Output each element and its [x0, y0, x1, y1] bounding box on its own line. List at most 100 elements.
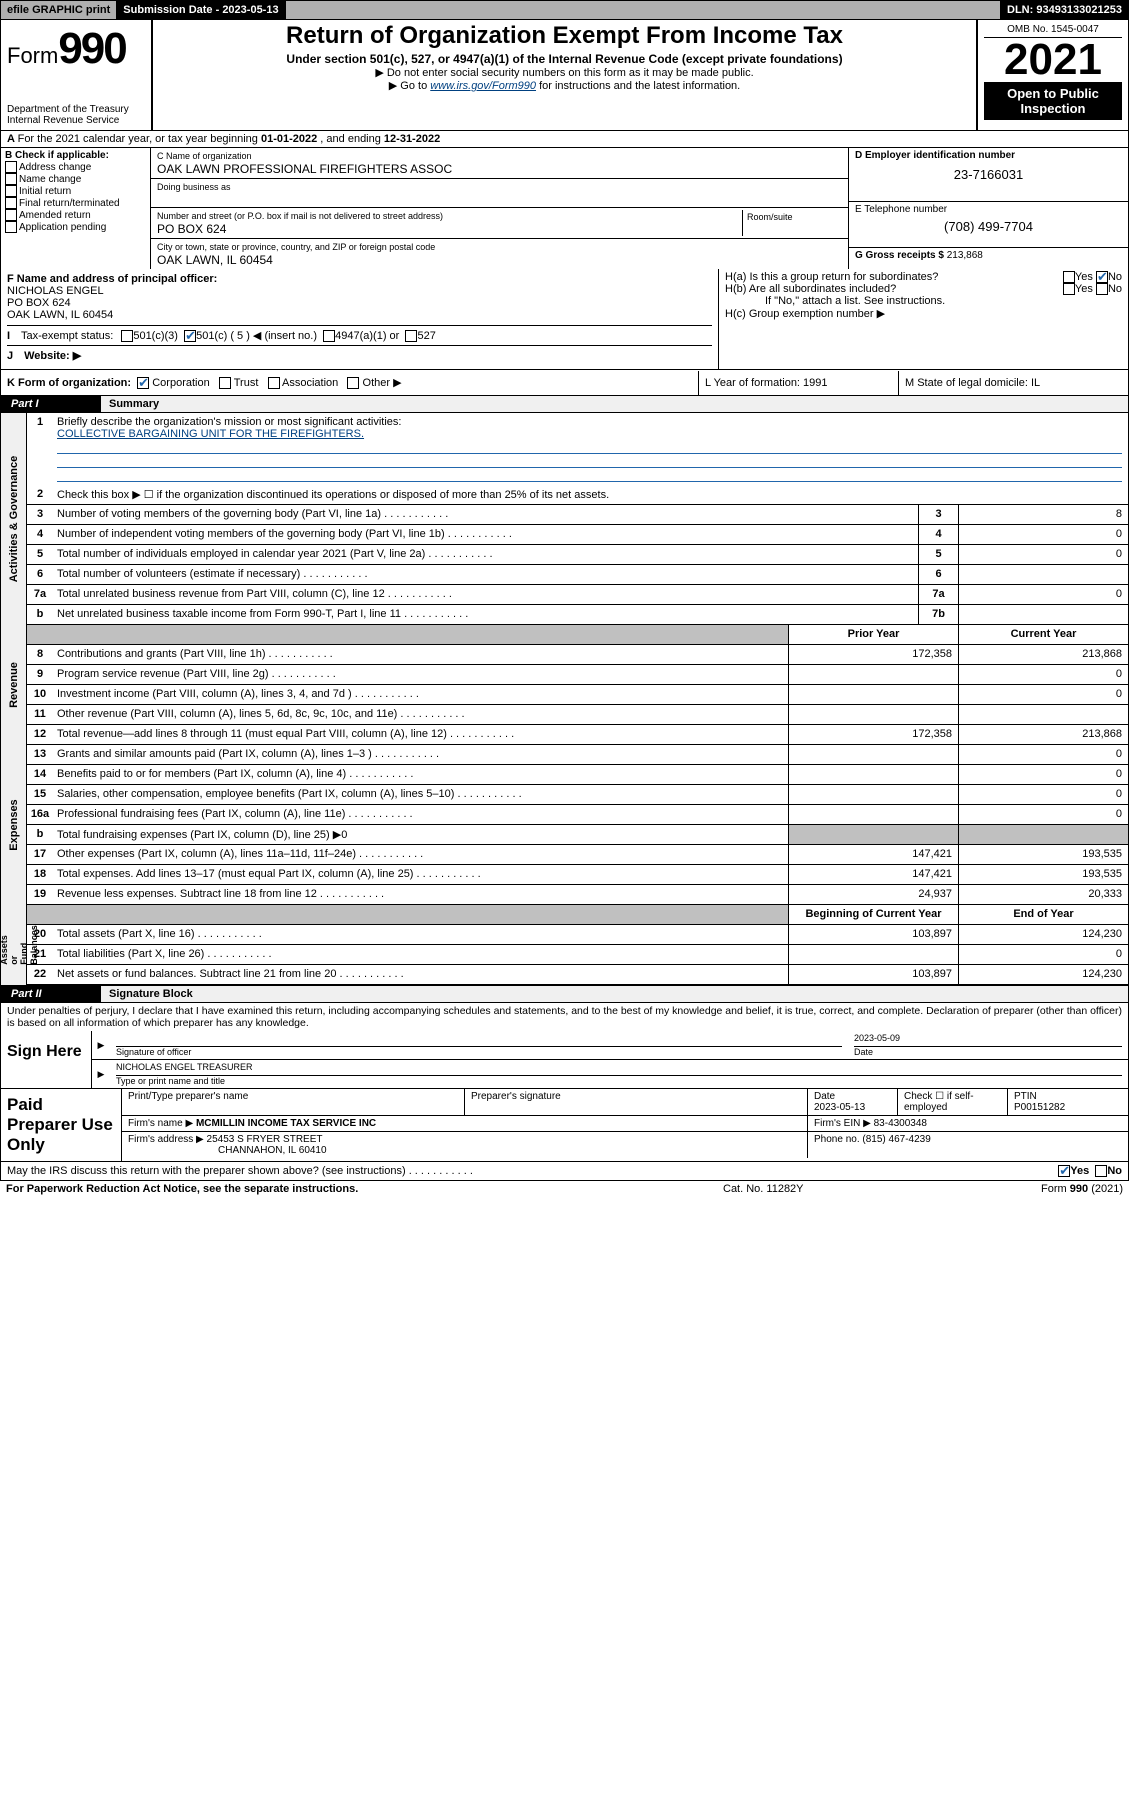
form-subtitle: Under section 501(c), 527, or 4947(a)(1)…: [159, 52, 970, 66]
mission-text: COLLECTIVE BARGAINING UNIT FOR THE FIREF…: [57, 428, 364, 440]
summary-expenses: Expenses 13Grants and similar amounts pa…: [0, 745, 1129, 905]
firm-ein: 83-4300348: [874, 1118, 927, 1129]
part-ii-header: Part II Signature Block: [0, 986, 1129, 1003]
check-4947[interactable]: [323, 330, 335, 342]
form-header: Form990 Department of the Treasury Inter…: [0, 20, 1129, 131]
table-row: 14Benefits paid to or for members (Part …: [27, 765, 1128, 785]
phone: (708) 499-7704: [855, 215, 1122, 234]
firm-addr2: CHANNAHON, IL 60410: [128, 1145, 327, 1156]
check-other[interactable]: [347, 377, 359, 389]
summary-netassets: Net Assets or Fund Balances Beginning of…: [0, 905, 1129, 986]
check-hb-yes[interactable]: [1063, 283, 1075, 295]
check-address-change[interactable]: [5, 161, 17, 173]
firm-phone: (815) 467-4239: [862, 1134, 930, 1145]
paid-preparer-label: Paid Preparer Use Only: [1, 1089, 121, 1161]
check-assoc[interactable]: [268, 377, 280, 389]
firm-addr1: 25453 S FRYER STREET: [207, 1134, 323, 1145]
prep-date: 2023-05-13: [814, 1102, 865, 1113]
dba-label: Doing business as: [157, 182, 231, 192]
irs-link[interactable]: www.irs.gov/Form990: [430, 80, 536, 92]
dln: DLN: 93493133021253: [1001, 1, 1128, 19]
sig-officer-label: Signature of officer: [116, 1047, 191, 1057]
paid-preparer-block: Paid Preparer Use Only Print/Type prepar…: [0, 1089, 1129, 1162]
table-row: 18Total expenses. Add lines 13–17 (must …: [27, 865, 1128, 885]
gross-receipts-label: G Gross receipts $: [855, 250, 944, 261]
firm-name: MCMILLIN INCOME TAX SERVICE INC: [196, 1118, 376, 1129]
check-amended-return[interactable]: [5, 209, 17, 221]
sig-arrow-icon: ▶: [92, 1031, 110, 1059]
ptin: P00151282: [1014, 1102, 1065, 1113]
gov-row: 4Number of independent voting members of…: [27, 525, 1128, 545]
gov-row: 5Total number of individuals employed in…: [27, 545, 1128, 565]
check-501c3[interactable]: [121, 330, 133, 342]
signature-declaration: Under penalties of perjury, I declare th…: [0, 1003, 1129, 1031]
table-row: 11Other revenue (Part VIII, column (A), …: [27, 705, 1128, 725]
officer-name: NICHOLAS ENGEL: [7, 285, 104, 297]
check-527[interactable]: [405, 330, 417, 342]
line-a: A For the 2021 calendar year, or tax yea…: [0, 131, 1129, 148]
state-domicile: M State of legal domicile: IL: [898, 371, 1128, 395]
block-bcdeg: B Check if applicable: Address change Na…: [0, 148, 1129, 269]
ein-label: D Employer identification number: [855, 150, 1122, 161]
topbar-spacer: [286, 1, 1001, 19]
dept-label: Department of the Treasury Internal Reve…: [7, 104, 145, 126]
summary-governance: Activities & Governance 1 Briefly descri…: [0, 413, 1129, 625]
col-f: F Name and address of principal officer:…: [1, 269, 718, 369]
gov-row: bNet unrelated business taxable income f…: [27, 605, 1128, 625]
table-row: 21Total liabilities (Part X, line 26)0: [27, 945, 1128, 965]
table-row: 22Net assets or fund balances. Subtract …: [27, 965, 1128, 985]
website-label: Website: ▶: [24, 350, 81, 362]
tax-year: 2021: [984, 38, 1122, 82]
check-mayirs-yes[interactable]: [1058, 1165, 1070, 1177]
phone-label: E Telephone number: [855, 204, 1122, 215]
table-row: 13Grants and similar amounts paid (Part …: [27, 745, 1128, 765]
col-header-row-2: Beginning of Current Year End of Year: [27, 905, 1128, 925]
table-row: 8Contributions and grants (Part VIII, li…: [27, 645, 1128, 665]
sig-date: 2023-05-09: [854, 1033, 1122, 1047]
form-note1: ▶ Do not enter social security numbers o…: [159, 66, 970, 79]
summary-revenue: Revenue Prior Year Current Year 8Contrib…: [0, 625, 1129, 745]
page-footer: For Paperwork Reduction Act Notice, see …: [0, 1181, 1129, 1197]
gov-row: 2Check this box ▶ ☐ if the organization …: [27, 485, 1128, 505]
col-b: B Check if applicable: Address change Na…: [1, 148, 151, 269]
check-trust[interactable]: [219, 377, 231, 389]
street-label: Number and street (or P.O. box if mail i…: [157, 211, 443, 221]
line-k: K Form of organization: Corporation Trus…: [0, 370, 1129, 396]
check-hb-no[interactable]: [1096, 283, 1108, 295]
gov-row: 6Total number of volunteers (estimate if…: [27, 565, 1128, 585]
form-note2: ▶ Go to www.irs.gov/Form990 for instruct…: [159, 79, 970, 92]
check-initial-return[interactable]: [5, 185, 17, 197]
table-row: 15Salaries, other compensation, employee…: [27, 785, 1128, 805]
prep-selfemp: Check ☐ if self-employed: [898, 1089, 1008, 1115]
table-row: 20Total assets (Part X, line 16)103,8971…: [27, 925, 1128, 945]
mission-label: Briefly describe the organization's miss…: [57, 416, 401, 428]
table-row: 16aProfessional fundraising fees (Part I…: [27, 805, 1128, 825]
table-row: 9Program service revenue (Part VIII, lin…: [27, 665, 1128, 685]
table-row: 19Revenue less expenses. Subtract line 1…: [27, 885, 1128, 905]
col-c: C Name of organization OAK LAWN PROFESSI…: [151, 148, 848, 269]
check-application-pending[interactable]: [5, 221, 17, 233]
gov-row: 3Number of voting members of the governi…: [27, 505, 1128, 525]
table-row: 17Other expenses (Part IX, column (A), l…: [27, 845, 1128, 865]
sign-here-label: Sign Here: [1, 1031, 91, 1088]
check-mayirs-no[interactable]: [1095, 1165, 1107, 1177]
check-name-change[interactable]: [5, 173, 17, 185]
org-name: OAK LAWN PROFESSIONAL FIREFIGHTERS ASSOC: [157, 162, 452, 176]
efile-label: efile GRAPHIC print: [1, 1, 117, 19]
city: OAK LAWN, IL 60454: [157, 253, 273, 267]
col-h: H(a) Is this a group return for subordin…: [718, 269, 1128, 369]
sig-name: NICHOLAS ENGEL TREASURER: [116, 1062, 1122, 1076]
check-ha-no[interactable]: [1096, 271, 1108, 283]
check-final-return[interactable]: [5, 197, 17, 209]
ein: 23-7166031: [855, 161, 1122, 182]
form-title: Return of Organization Exempt From Incom…: [159, 22, 970, 50]
open-to-public: Open to Public Inspection: [984, 82, 1122, 120]
check-ha-yes[interactable]: [1063, 271, 1075, 283]
check-501c[interactable]: [184, 330, 196, 342]
sig-date-label: Date: [854, 1047, 873, 1057]
col-header-row: Prior Year Current Year: [27, 625, 1128, 645]
block-fh: F Name and address of principal officer:…: [0, 269, 1129, 370]
check-corp[interactable]: [137, 377, 149, 389]
org-name-label: C Name of organization: [157, 151, 252, 161]
gross-receipts: 213,868: [947, 250, 983, 261]
